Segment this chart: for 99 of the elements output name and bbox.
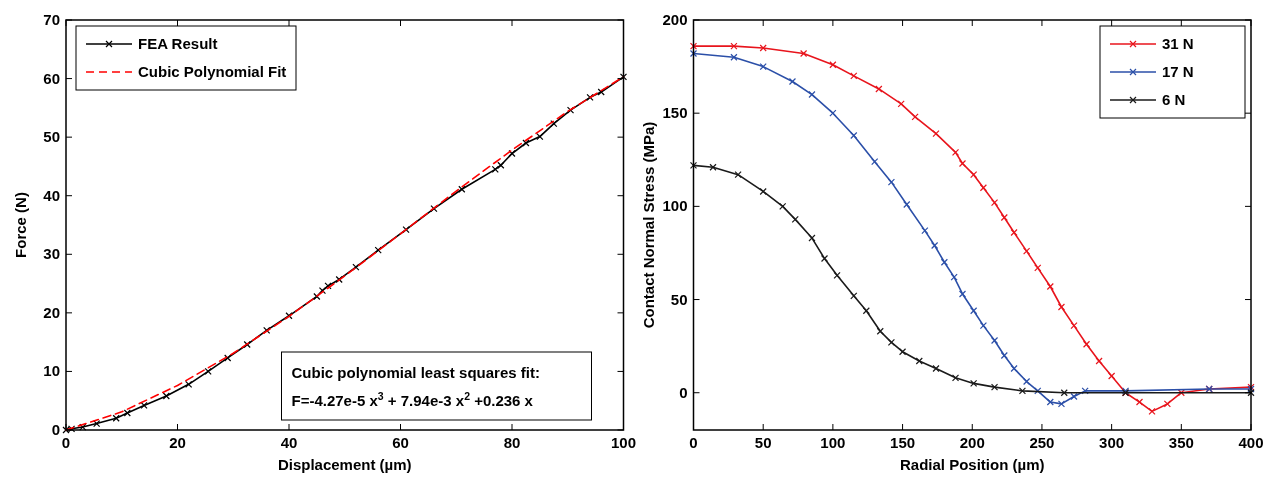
point — [1070, 322, 1078, 330]
point — [1163, 400, 1171, 408]
point — [1023, 247, 1031, 255]
y-tick-label: 20 — [43, 303, 60, 321]
point — [887, 178, 896, 186]
x-tick-label: 80 — [503, 434, 521, 451]
x-tick-label: 40 — [280, 434, 298, 451]
x-tick-label: 50 — [754, 434, 772, 451]
point — [709, 163, 717, 171]
legend-label: Cubic Polynomial Fit — [138, 63, 287, 80]
point — [759, 44, 767, 52]
point — [1010, 228, 1018, 237]
y-tick-label: 40 — [43, 186, 60, 204]
point — [1018, 387, 1027, 395]
point — [1148, 407, 1156, 415]
y-tick-label: 100 — [662, 197, 688, 215]
point — [833, 271, 841, 279]
point — [1010, 364, 1018, 373]
annotation: Cubic polynomial least squares fit: — [291, 364, 540, 381]
x-tick-label: 150 — [890, 434, 916, 451]
point — [791, 215, 799, 224]
point — [850, 72, 858, 80]
point — [1057, 303, 1066, 311]
point — [730, 53, 738, 61]
x-tick-label: 300 — [1099, 434, 1125, 451]
point — [951, 374, 960, 382]
y-axis-title: Contact Normal Stress (MPa) — [639, 121, 657, 329]
point — [162, 392, 170, 400]
point — [940, 258, 948, 266]
legend-label: 6 N — [1162, 91, 1186, 108]
point — [915, 357, 923, 365]
point — [734, 171, 742, 179]
point — [951, 148, 960, 156]
legend-label: 31 N — [1162, 35, 1194, 52]
point — [123, 409, 131, 417]
point — [759, 62, 767, 71]
point — [1135, 398, 1144, 406]
point — [597, 88, 605, 96]
y-tick-label: 0 — [679, 383, 688, 401]
y-tick-label: 50 — [43, 128, 60, 146]
point — [1057, 400, 1066, 408]
point — [140, 401, 148, 409]
x-tick-label: 200 — [959, 434, 985, 451]
point — [1108, 372, 1116, 380]
point — [903, 200, 911, 209]
point — [550, 120, 558, 128]
x-tick-label: 250 — [1029, 434, 1055, 451]
point — [112, 414, 120, 422]
x-tick-label: 400 — [1238, 434, 1264, 451]
point — [1034, 387, 1042, 395]
y-tick-label: 200 — [662, 11, 688, 28]
point — [898, 348, 907, 356]
point — [990, 199, 999, 207]
y-tick-label: 0 — [51, 421, 60, 438]
point — [990, 383, 999, 391]
legend-label: FEA Result — [138, 35, 218, 52]
point — [931, 241, 939, 250]
annotation: F=-4.27e-5 x$^{3}$ + 7.94e-3 x$^{2}$ +0.236 x — [291, 390, 534, 409]
x-tick-label: 0 — [61, 434, 71, 451]
point — [808, 90, 816, 99]
x-tick-label: 100 — [820, 434, 846, 451]
y-tick-label: 10 — [43, 362, 60, 380]
point — [93, 419, 101, 428]
point — [1070, 392, 1078, 401]
point — [958, 290, 967, 298]
point — [829, 61, 837, 69]
point — [508, 149, 516, 158]
x-tick-label: 100 — [610, 434, 637, 451]
point — [1034, 264, 1042, 272]
x-tick-label: 350 — [1168, 434, 1194, 451]
point — [1082, 340, 1091, 348]
point — [921, 226, 929, 235]
point — [536, 132, 544, 141]
point — [204, 367, 212, 376]
point — [850, 131, 858, 140]
y-tick-label: 50 — [670, 290, 688, 308]
point — [689, 42, 698, 50]
y-tick-label: 60 — [43, 69, 60, 87]
point — [689, 161, 698, 169]
y-axis-title: Force (N) — [12, 192, 29, 258]
point — [1000, 351, 1008, 360]
point — [458, 185, 466, 193]
y-tick-label: 70 — [43, 11, 60, 28]
legend-label: 17 N — [1162, 63, 1194, 80]
y-tick-label: 30 — [43, 245, 60, 263]
x-axis-title: Displacement (µm) — [277, 456, 412, 473]
point — [497, 161, 505, 169]
point — [759, 187, 767, 196]
point — [932, 130, 940, 138]
x-tick-label: 20 — [169, 434, 186, 451]
point — [1046, 398, 1054, 406]
y-tick-label: 150 — [662, 104, 688, 122]
point — [932, 364, 940, 373]
x-axis-title: Radial Position (µm) — [900, 456, 1045, 473]
point — [1000, 213, 1008, 222]
point — [1046, 282, 1054, 291]
x-tick-label: 60 — [392, 434, 409, 451]
point — [979, 184, 987, 192]
point — [224, 354, 232, 362]
